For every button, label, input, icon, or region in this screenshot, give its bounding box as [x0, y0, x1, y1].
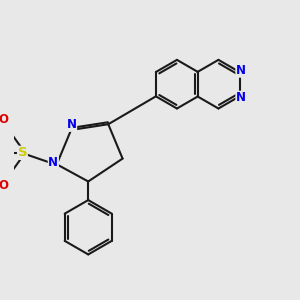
Text: N: N	[236, 64, 246, 77]
Text: O: O	[0, 113, 8, 127]
Text: N: N	[67, 118, 76, 131]
Text: N: N	[236, 91, 246, 104]
Text: S: S	[18, 146, 27, 159]
Text: O: O	[0, 179, 8, 192]
Text: N: N	[48, 156, 58, 170]
